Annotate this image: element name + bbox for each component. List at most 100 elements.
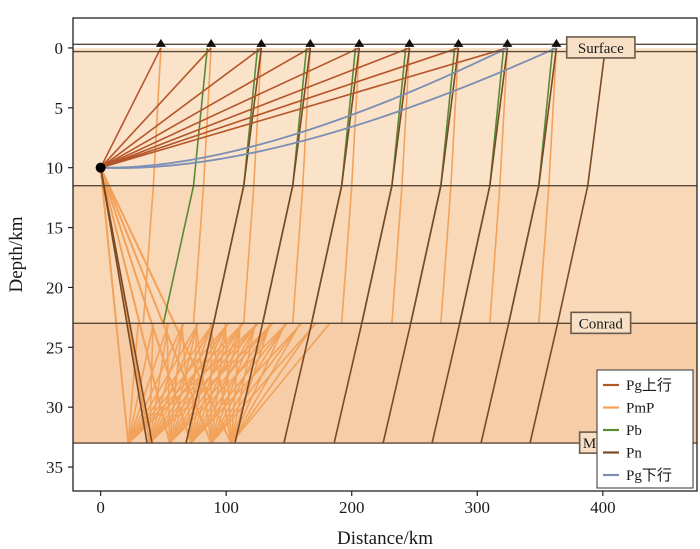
pmp-ray-up-lower <box>230 323 271 444</box>
layer-label-text: Conrad <box>579 316 624 332</box>
pmp-ray-up-lower <box>148 323 170 444</box>
pmp-ray-up-lower <box>127 322 199 444</box>
y-axis-title: Depth/km <box>6 216 27 292</box>
pmp-ray-up-top <box>499 47 509 186</box>
pn-ray <box>212 185 245 324</box>
pmp-ray-up-lower <box>127 323 185 444</box>
pg-up-ray <box>100 47 262 169</box>
pmp-ray-up-lower <box>127 323 170 444</box>
plot-frame <box>72 17 698 492</box>
ray-paths <box>99 47 607 444</box>
y-tick-label: 20 <box>46 278 63 297</box>
x-tick-label: 200 <box>339 498 365 517</box>
pmp-ray-up-top <box>152 47 162 186</box>
pmp-ray-up-lower <box>230 322 331 444</box>
pmp-ray-down <box>99 167 171 444</box>
pn-ray <box>333 323 363 444</box>
pn-ray <box>556 185 589 324</box>
pmp-ray-up-lower <box>168 323 228 444</box>
pn-ray-down <box>99 167 153 444</box>
legend-label: Pg上行 <box>626 377 672 394</box>
markers <box>95 38 562 173</box>
pn-ray <box>458 185 491 324</box>
pg-up-ray <box>100 47 459 169</box>
x-tick-label: 100 <box>213 498 239 517</box>
pmp-ray-up-lower <box>210 323 257 444</box>
pmp-ray-up-lower <box>230 323 256 444</box>
pmp-ray-up-lower <box>168 322 244 444</box>
pn-ray <box>409 185 442 324</box>
pn-ray <box>382 323 412 444</box>
pmp-ray-up-lower <box>148 322 230 444</box>
pmp-ray-up-top <box>401 47 411 186</box>
pmp-ray-up-lower <box>168 323 199 444</box>
pmp-ray-up-middle <box>192 185 205 324</box>
layer-band-2 <box>73 185 697 324</box>
layer-label-box <box>565 36 636 59</box>
pmp-ray-up-lower <box>166 323 171 444</box>
pmp-ray-up-lower <box>210 323 228 444</box>
legend-label: Pn <box>626 446 642 462</box>
pmp-ray-up-middle <box>242 185 255 324</box>
pmp-ray-up-lower <box>210 322 317 444</box>
pn-ray <box>440 47 460 186</box>
pn-ray <box>234 323 264 444</box>
pmp-ray-up-top <box>202 47 212 186</box>
pmp-ray-up-lower <box>127 323 139 444</box>
y-tick-label: 25 <box>46 338 63 357</box>
pn-ray <box>185 323 215 444</box>
pn-ray <box>431 323 461 444</box>
y-tick-label: 5 <box>55 99 64 118</box>
station-marker <box>502 38 513 47</box>
pmp-ray-up-lower <box>148 323 185 444</box>
legend: Pg上行 PmP Pb Pn Pg下行 <box>596 369 694 489</box>
layer-label-box <box>570 311 632 335</box>
pmp-ray-up-middle <box>489 185 501 324</box>
pn-ray <box>529 323 559 444</box>
pmp-ray-up-middle <box>142 185 155 324</box>
pmp-ray-down <box>99 167 130 444</box>
station-marker <box>155 38 166 47</box>
legend-label: Pb <box>626 423 642 439</box>
pb-ray <box>162 185 195 324</box>
station-marker <box>354 38 365 47</box>
x-axis-title: Distance/km <box>337 528 433 549</box>
x-tick-label: 400 <box>590 498 616 517</box>
pmp-ray-up-lower <box>168 323 214 444</box>
pg-up-ray <box>100 47 360 169</box>
station-marker <box>305 38 316 47</box>
x-tick-label: 300 <box>465 498 491 517</box>
station-marker <box>551 38 562 47</box>
pn-ray-down <box>99 167 148 444</box>
pmp-ray-down <box>99 167 212 444</box>
pmp-ray-up-lower <box>190 322 258 444</box>
pn-ray <box>480 323 510 444</box>
station-marker <box>404 38 415 47</box>
pg-up-ray <box>100 47 508 169</box>
legend-label: Pg下行 <box>626 467 672 484</box>
pg-down-ray <box>100 47 557 169</box>
pmp-ray-up-lower <box>190 323 228 444</box>
pmp-ray-down <box>99 167 192 444</box>
station-marker <box>256 38 267 47</box>
pmp-ray-up-lower <box>190 322 288 444</box>
pmp-ray-up-lower <box>190 323 243 444</box>
y-tick-label: 10 <box>46 159 63 178</box>
pmp-ray-up-lower <box>209 323 232 444</box>
y-tick-label: 15 <box>46 219 63 238</box>
x-tick-label: 0 <box>96 498 105 517</box>
source-marker <box>95 162 106 173</box>
pmp-ray-up-top <box>350 47 361 186</box>
pg-up-ray <box>100 47 410 169</box>
pmp-ray-up-lower <box>190 323 198 444</box>
pn-ray <box>360 185 393 324</box>
y-tick-label: 0 <box>55 39 64 58</box>
pmp-ray-up-middle <box>391 185 403 324</box>
layer-label-text: Surface <box>578 41 624 57</box>
pmp-ray-up-top <box>252 47 263 186</box>
pmp-ray-up-lower <box>224 323 232 444</box>
pmp-ray-down <box>99 167 232 444</box>
pn-ray <box>507 185 540 324</box>
pn-ray <box>391 47 411 186</box>
